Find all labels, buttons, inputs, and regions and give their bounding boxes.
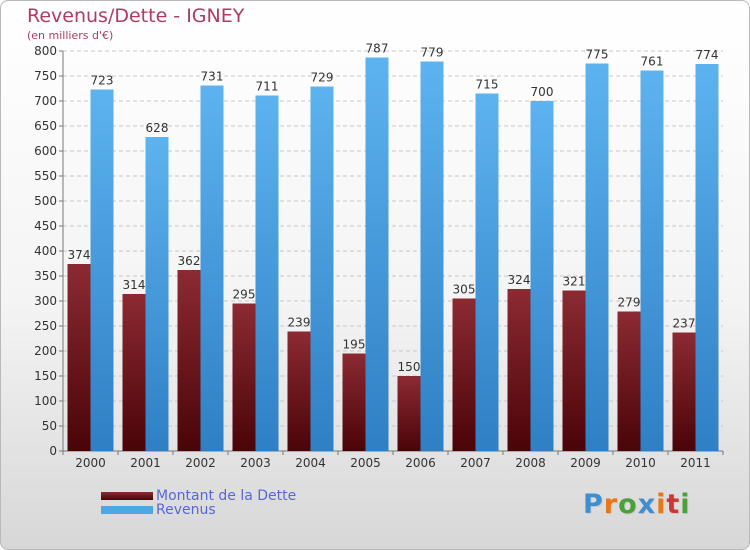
data-label-debt: 239 [288,316,311,330]
legend-label-revenue: Revenus [156,502,216,518]
bar-revenue [365,57,389,451]
bar-debt [177,270,201,451]
data-label-revenue: 715 [476,78,499,92]
y-tick-label: 300 [34,294,57,308]
x-tick-label: 2009 [570,456,601,470]
bar-revenue [640,70,664,451]
data-label-revenue: 779 [421,46,444,60]
y-tick-label: 800 [34,44,57,58]
bar-revenue [420,61,444,451]
bar-revenue [475,93,499,451]
bar-debt [232,303,256,451]
bar-debt [507,289,531,451]
logo-letter: t [666,489,681,520]
data-label-debt: 314 [123,278,146,292]
x-tick-label: 2000 [75,456,106,470]
data-label-debt: 321 [563,275,586,289]
data-label-revenue: 787 [366,42,389,56]
bar-debt [562,290,586,451]
bar-debt [342,353,366,451]
bar-debt [287,331,311,451]
y-tick-label: 100 [34,394,57,408]
bar-revenue [310,86,334,451]
bar-debt [67,264,91,451]
y-tick-label: 550 [34,169,57,183]
x-tick-label: 2006 [405,456,436,470]
data-label-debt: 305 [453,283,476,297]
legend-swatch-revenue [101,506,153,514]
data-label-revenue: 774 [696,48,719,62]
y-tick-label: 650 [34,119,57,133]
bars [67,57,719,451]
y-tick-label: 150 [34,369,57,383]
y-tick-label: 750 [34,69,57,83]
legend-swatch-debt [101,492,153,500]
data-label-revenue: 775 [586,48,609,62]
x-tick-label: 2005 [350,456,381,470]
data-label-debt: 195 [343,338,366,352]
axes: 0 50 100 150 200 250 300 350 400 450 500 550 600 650 7… [34,44,724,470]
bar-debt [672,332,696,451]
x-tick-label: 2010 [625,456,656,470]
legend-label-debt: Montant de la Dette [156,488,297,504]
data-labels: 374 723 314 628 362 731 295 711 239 729 195 787 150 7… [68,42,719,375]
bar-revenue [145,137,169,451]
bar-revenue [530,101,554,451]
data-label-debt: 374 [68,248,91,262]
y-tick-label: 400 [34,244,57,258]
y-tick-label: 600 [34,144,57,158]
legend-item-revenue: Revenus [101,502,216,518]
data-label-revenue: 628 [146,121,169,135]
y-tick-label: 50 [42,419,57,433]
data-label-revenue: 723 [91,74,114,88]
x-tick-label: 2011 [680,456,711,470]
x-tick-label: 2007 [460,456,491,470]
grid-lines [63,50,723,427]
x-tick-label: 2008 [515,456,546,470]
data-label-revenue: 711 [256,80,279,94]
y-tick-label: 200 [34,344,57,358]
logo-letter: i [680,489,691,520]
y-tick-label: 250 [34,319,57,333]
x-tick-label: 2003 [240,456,271,470]
bar-revenue [585,63,609,451]
chart-subtitle: (en milliers d'€) [27,29,114,42]
bar-debt [617,311,641,451]
data-label-revenue: 731 [201,70,224,84]
legend-item-debt: Montant de la Dette [101,488,296,504]
logo-letter: o [618,489,638,520]
data-label-revenue: 761 [641,55,664,69]
bar-debt [452,298,476,451]
logo-letter: P [583,489,604,520]
bar-debt [397,376,421,451]
y-tick-label: 700 [34,94,57,108]
y-tick-label: 450 [34,219,57,233]
data-label-debt: 324 [508,273,531,287]
proxiti-logo: Proxiti [583,489,691,520]
bar-revenue [200,85,224,451]
data-label-debt: 279 [618,296,641,310]
bar-debt [122,294,146,451]
x-tick-label: 2004 [295,456,326,470]
y-tick-label: 500 [34,194,57,208]
data-label-revenue: 700 [531,85,554,99]
bar-revenue [255,95,279,451]
logo-letter: i [656,489,667,520]
chart-title: Revenus/Dette - IGNEY [27,5,245,27]
bar-revenue [695,64,719,451]
y-tick-label: 350 [34,269,57,283]
logo-letter: x [637,489,657,520]
data-label-debt: 150 [398,360,421,374]
data-label-debt: 362 [178,254,201,268]
data-label-debt: 295 [233,288,256,302]
x-tick-label: 2001 [130,456,161,470]
bar-revenue [90,89,114,451]
y-tick-label: 0 [49,444,57,458]
logo-letter: r [603,489,619,520]
data-label-debt: 237 [673,317,696,331]
data-label-revenue: 729 [311,71,334,85]
x-tick-label: 2002 [185,456,216,470]
